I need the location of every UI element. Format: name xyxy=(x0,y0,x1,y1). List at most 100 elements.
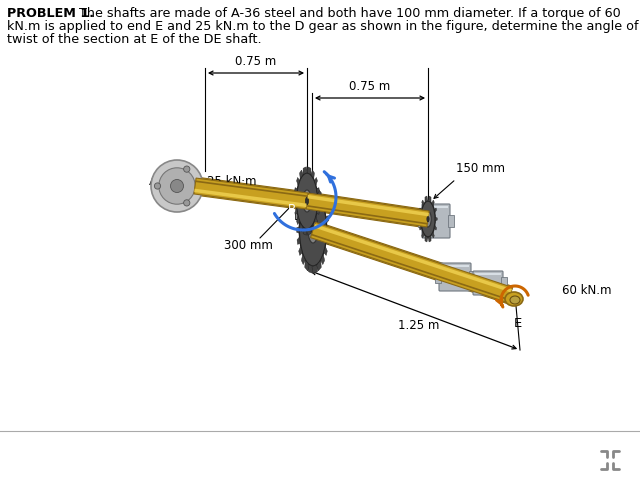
Bar xyxy=(469,278,475,289)
Text: 300 mm: 300 mm xyxy=(223,239,273,252)
Polygon shape xyxy=(299,205,302,214)
Polygon shape xyxy=(428,197,431,203)
Polygon shape xyxy=(326,216,329,224)
Text: 0.75 m: 0.75 m xyxy=(236,55,276,68)
Text: kN.m is applied to end E and 25 kN.m to the D gear as shown in the figure, deter: kN.m is applied to end E and 25 kN.m to … xyxy=(7,20,639,33)
Polygon shape xyxy=(308,187,314,196)
Polygon shape xyxy=(419,218,421,221)
Polygon shape xyxy=(305,261,309,271)
Polygon shape xyxy=(311,224,314,232)
Circle shape xyxy=(184,166,190,173)
Circle shape xyxy=(184,201,190,206)
Text: E: E xyxy=(514,317,522,330)
Polygon shape xyxy=(300,224,303,232)
Polygon shape xyxy=(194,179,308,209)
Polygon shape xyxy=(317,188,319,195)
Polygon shape xyxy=(432,232,435,239)
Polygon shape xyxy=(303,167,307,175)
Text: PROBLEM 1.: PROBLEM 1. xyxy=(7,7,94,20)
Polygon shape xyxy=(317,261,321,271)
Polygon shape xyxy=(312,265,318,274)
Polygon shape xyxy=(307,228,311,236)
Polygon shape xyxy=(194,178,308,210)
Polygon shape xyxy=(434,208,436,213)
Polygon shape xyxy=(297,238,300,245)
Polygon shape xyxy=(308,265,314,274)
Polygon shape xyxy=(296,217,300,225)
Ellipse shape xyxy=(296,174,317,229)
Bar xyxy=(435,271,441,284)
Polygon shape xyxy=(324,205,327,214)
Polygon shape xyxy=(297,216,300,224)
Polygon shape xyxy=(311,171,314,180)
Polygon shape xyxy=(419,208,422,213)
Polygon shape xyxy=(419,226,422,231)
FancyBboxPatch shape xyxy=(439,264,471,291)
Polygon shape xyxy=(317,199,320,204)
Polygon shape xyxy=(428,236,431,243)
Polygon shape xyxy=(306,193,429,228)
FancyBboxPatch shape xyxy=(473,271,503,295)
Polygon shape xyxy=(422,232,424,239)
Ellipse shape xyxy=(510,296,520,305)
Ellipse shape xyxy=(300,195,326,266)
Polygon shape xyxy=(310,222,513,304)
Polygon shape xyxy=(312,187,318,196)
Text: 1.25 m: 1.25 m xyxy=(398,318,440,331)
Polygon shape xyxy=(301,255,305,265)
Ellipse shape xyxy=(151,161,203,213)
Ellipse shape xyxy=(303,191,311,213)
Polygon shape xyxy=(314,217,317,225)
Polygon shape xyxy=(317,190,321,201)
Polygon shape xyxy=(297,227,300,234)
Polygon shape xyxy=(326,227,330,234)
FancyBboxPatch shape xyxy=(422,204,450,239)
Polygon shape xyxy=(310,223,513,303)
Ellipse shape xyxy=(308,218,318,244)
Polygon shape xyxy=(317,209,319,215)
Polygon shape xyxy=(425,236,428,243)
Polygon shape xyxy=(432,201,435,207)
Circle shape xyxy=(154,183,161,190)
Polygon shape xyxy=(321,255,324,265)
Text: twist of the section at E of the DE shaft.: twist of the section at E of the DE shaf… xyxy=(7,33,262,46)
Polygon shape xyxy=(300,171,303,180)
Polygon shape xyxy=(294,209,298,215)
Bar xyxy=(501,278,507,289)
Ellipse shape xyxy=(305,198,308,205)
Polygon shape xyxy=(301,196,305,206)
Polygon shape xyxy=(294,199,296,204)
Text: 60 kN.m: 60 kN.m xyxy=(562,284,611,297)
Polygon shape xyxy=(435,218,437,221)
Polygon shape xyxy=(307,167,311,175)
Ellipse shape xyxy=(421,202,435,238)
Text: A: A xyxy=(148,175,157,188)
Text: The shafts are made of A-36 steel and both have 100 mm diameter. If a torque of : The shafts are made of A-36 steel and bo… xyxy=(75,7,621,20)
Text: 0.75 m: 0.75 m xyxy=(349,80,390,93)
Text: D: D xyxy=(294,210,304,223)
Polygon shape xyxy=(306,194,429,227)
Polygon shape xyxy=(294,188,298,195)
Text: 150 mm: 150 mm xyxy=(456,162,505,175)
Polygon shape xyxy=(303,228,307,236)
Ellipse shape xyxy=(427,217,429,223)
Polygon shape xyxy=(321,196,324,206)
Polygon shape xyxy=(425,197,428,203)
Ellipse shape xyxy=(311,226,315,235)
Bar xyxy=(418,216,424,227)
Text: C: C xyxy=(436,205,444,218)
Ellipse shape xyxy=(425,212,431,227)
Polygon shape xyxy=(324,247,327,256)
Text: B: B xyxy=(288,203,296,216)
Ellipse shape xyxy=(170,180,184,193)
Ellipse shape xyxy=(505,292,523,306)
Polygon shape xyxy=(296,178,300,186)
Bar xyxy=(469,271,475,284)
Polygon shape xyxy=(314,178,317,186)
Ellipse shape xyxy=(159,168,195,205)
Text: 25 kN·m: 25 kN·m xyxy=(207,175,257,188)
Polygon shape xyxy=(326,238,329,245)
Polygon shape xyxy=(422,201,424,207)
Bar xyxy=(448,216,454,227)
Polygon shape xyxy=(434,226,436,231)
